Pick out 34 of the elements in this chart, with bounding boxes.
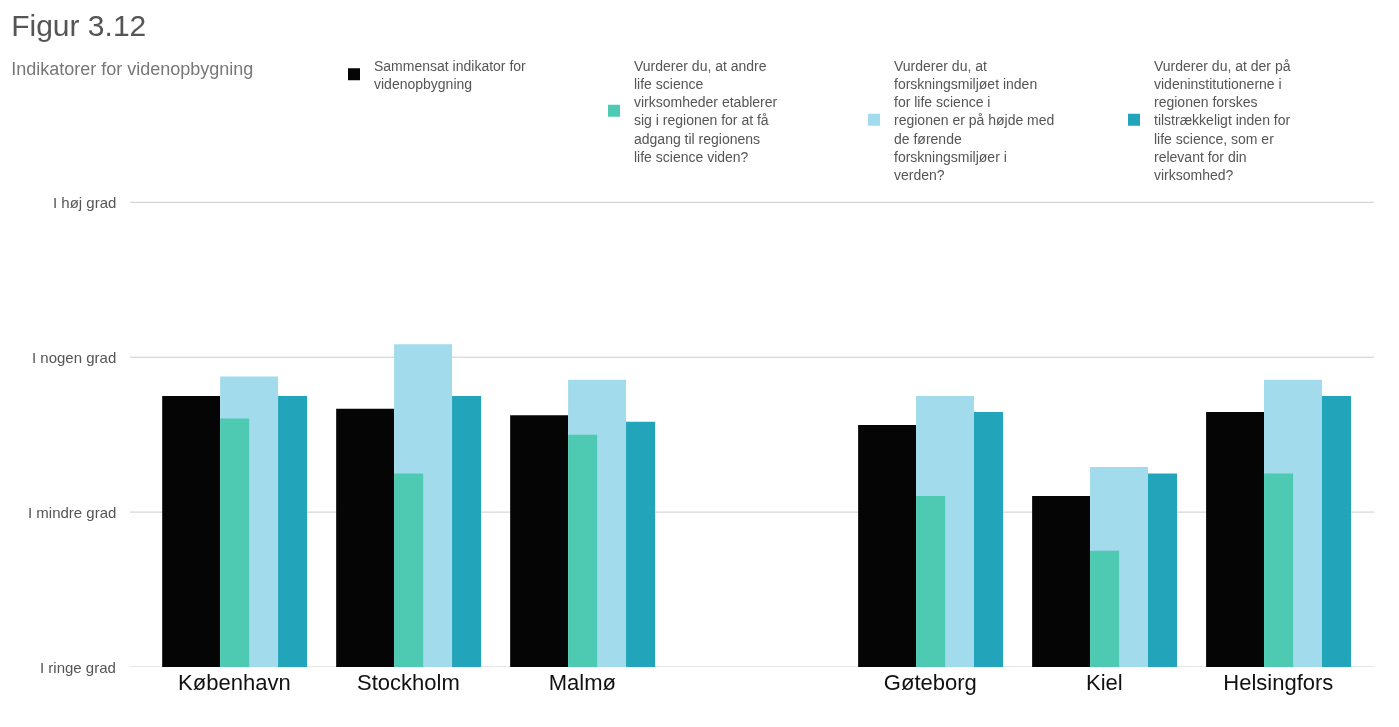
legend-label: Sammensat indikator for videnopbygning — [374, 57, 527, 92]
bar — [1206, 412, 1265, 667]
bar — [916, 495, 946, 667]
bar — [510, 415, 569, 667]
bar — [220, 418, 250, 667]
bar — [626, 421, 656, 667]
bar — [452, 395, 482, 667]
ref-line-label: I ringe grad — [40, 659, 116, 676]
chart-title: Figur 3.12 — [11, 9, 147, 43]
bar — [1321, 395, 1352, 667]
legend-label: Vurderer du, at andre life science virksomheder etablerer sig i regionen for at få adgang til regionens life science viden? — [634, 57, 778, 165]
x-tick-label: Gøteborg — [883, 670, 977, 695]
bar — [1090, 550, 1120, 667]
x-tick-label: Kiel — [1085, 670, 1123, 695]
bar — [394, 473, 424, 667]
legend-label: Vurderer du, at der på videninstitutionerne i regionen forskes tilstrækkeligt inden for life science, som er relevant for din virksomhed? — [1154, 57, 1291, 183]
x-tick-label: Malmø — [548, 670, 616, 695]
x-tick-label: København — [178, 670, 291, 695]
bar — [1147, 473, 1178, 667]
bar — [1264, 473, 1294, 667]
x-tick-label: Helsingfors — [1223, 670, 1334, 695]
legend-label: Vurderer du, at forskningsmiljøet inden for life science i regionen er på højde med de førende forskningsmiljøer i verden? — [894, 57, 1055, 183]
ref-line-label: I høj grad — [53, 194, 117, 211]
bar — [568, 434, 598, 667]
bar — [1032, 495, 1091, 667]
ref-line-label: I mindre grad — [28, 504, 117, 521]
x-tick-label: Stockholm — [357, 670, 460, 695]
bar — [858, 424, 917, 667]
bar — [162, 395, 221, 667]
bar — [974, 412, 1004, 667]
chart-subtitle: Indikatorer for videnopbygning — [11, 59, 254, 80]
ref-line-label: I nogen grad — [32, 349, 117, 366]
bar — [336, 408, 395, 667]
bar — [278, 395, 308, 667]
